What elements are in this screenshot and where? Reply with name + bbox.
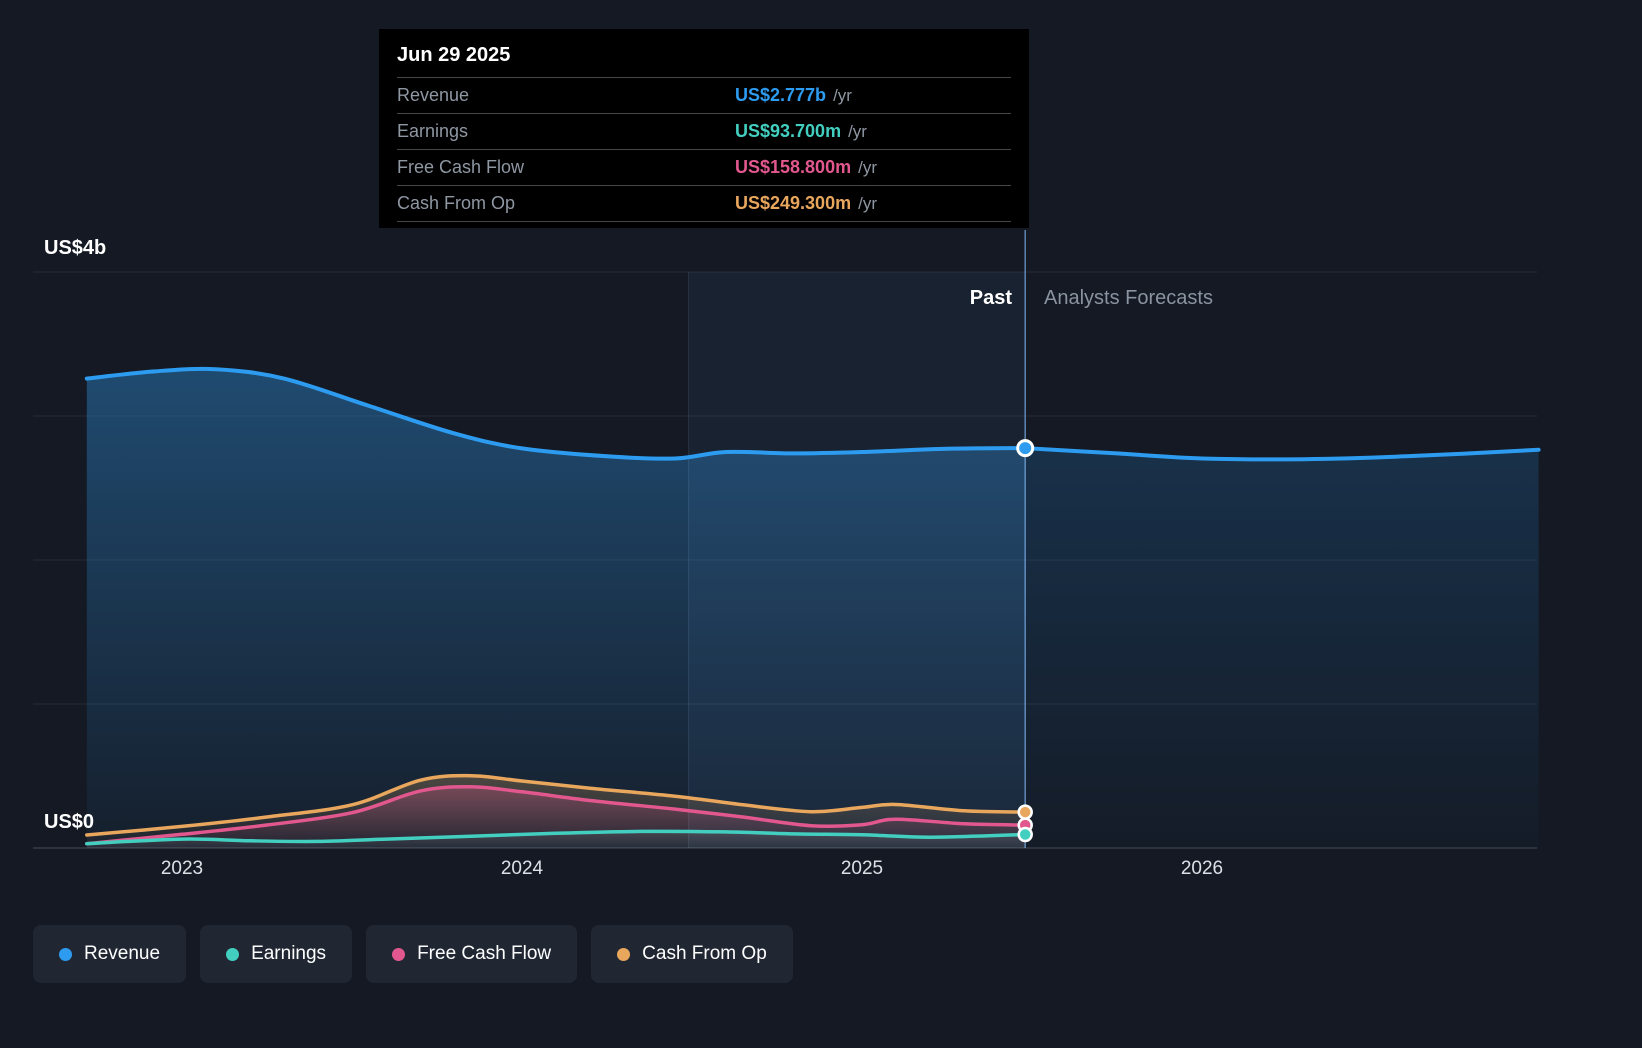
y-axis-label-bottom: US$0 — [44, 811, 95, 833]
revenue-line-forecast — [1023, 446, 1541, 462]
tooltip-unit: /yr — [833, 86, 852, 105]
x-tick-2026: 2026 — [1180, 858, 1224, 879]
legend-label: Revenue — [84, 943, 161, 964]
tooltip-value: US$2.777b — [735, 85, 827, 105]
tooltip-row-cash-from-op: Cash From Op US$249.300m /yr — [397, 185, 1011, 222]
x-tick-2023: 2023 — [160, 858, 204, 879]
earnings-marker — [1017, 826, 1033, 843]
legend-item-cash-from-op[interactable]: Cash From Op — [591, 925, 793, 983]
tooltip-row-free-cash-flow: Free Cash Flow US$158.800m /yr — [397, 149, 1011, 185]
free-cash-flow-line — [85, 785, 1027, 846]
tooltip-label: Cash From Op — [397, 193, 516, 213]
chart-plot-hover-area[interactable] — [33, 230, 1537, 848]
tooltip-value: US$158.800m — [735, 157, 852, 177]
tooltip-unit: /yr — [858, 158, 877, 177]
revenue-line-past — [84, 366, 1028, 461]
legend-item-free-cash-flow[interactable]: Free Cash Flow — [366, 925, 578, 983]
legend-item-earnings[interactable]: Earnings — [200, 925, 353, 983]
past-label: Past — [969, 287, 1012, 309]
y-axis-label-top: US$4b — [44, 237, 107, 259]
earnings-line — [85, 829, 1027, 846]
legend-label: Free Cash Flow — [417, 943, 552, 964]
highlight-band — [688, 272, 1026, 848]
analysts-forecasts-label: Analysts Forecasts — [1044, 287, 1213, 309]
legend-label: Cash From Op — [642, 943, 767, 964]
revenue-area-past — [86, 368, 1026, 848]
legend-item-revenue[interactable]: Revenue — [33, 925, 187, 983]
cash-from-op-line — [85, 773, 1027, 837]
tooltip-label: Free Cash Flow — [397, 157, 525, 177]
legend: Revenue Earnings Free Cash Flow Cash Fro… — [33, 925, 793, 983]
tooltip-value: US$249.300m — [735, 193, 852, 213]
revenue-area-forecast — [1025, 448, 1539, 848]
tooltip-row-revenue: Revenue US$2.777b /yr — [397, 77, 1011, 113]
earnings-dot-icon — [226, 947, 240, 961]
tooltip-date: Jun 29 2025 — [397, 44, 511, 66]
tooltip-unit: /yr — [858, 194, 877, 213]
revenue-dot-icon — [59, 947, 72, 961]
tooltip-unit: /yr — [848, 122, 867, 141]
revenue-marker — [1016, 439, 1035, 458]
free-cash-flow-dot-icon — [392, 947, 406, 961]
x-tick-2025: 2025 — [840, 858, 884, 879]
tooltip: Jun 29 2025 Revenue US$2.777b /yr Earnin… — [379, 29, 1029, 228]
x-tick-2024: 2024 — [500, 858, 544, 879]
tooltip-label: Earnings — [397, 121, 469, 141]
tooltip-row-earnings: Earnings US$93.700m /yr — [397, 113, 1011, 149]
tooltip-value: US$93.700m — [735, 121, 842, 141]
legend-label: Earnings — [251, 943, 327, 964]
tooltip-label: Revenue — [397, 85, 470, 105]
cash-from-op-dot-icon — [617, 947, 631, 961]
